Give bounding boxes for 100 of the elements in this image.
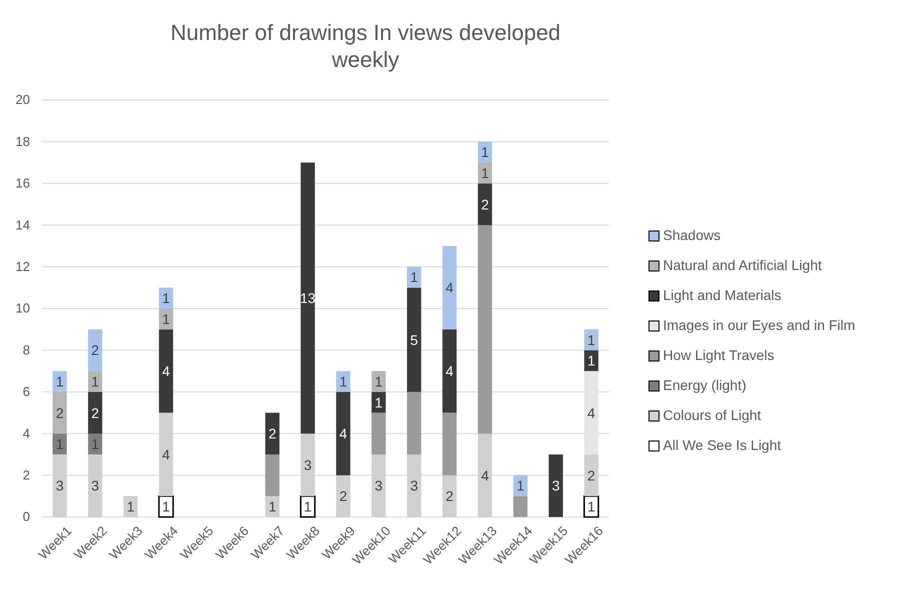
data-label: 4 xyxy=(587,404,596,421)
data-label: 1 xyxy=(481,144,490,160)
bar xyxy=(407,288,422,392)
y-tick-label: 6 xyxy=(22,384,30,400)
bar xyxy=(478,162,492,184)
data-label: 1 xyxy=(56,373,64,390)
bar xyxy=(442,412,457,476)
data-label: 2 xyxy=(91,404,100,421)
data-label: 3 xyxy=(56,478,64,494)
data-label: 2 xyxy=(268,426,276,442)
y-tick-label: 2 xyxy=(22,467,30,482)
bar xyxy=(300,495,316,518)
bar xyxy=(158,288,174,308)
bar xyxy=(372,371,386,392)
data-label: 1 xyxy=(587,332,596,348)
data-label: 2 xyxy=(91,342,100,358)
data-label: 1 xyxy=(587,352,596,369)
data-label: 4 xyxy=(162,363,170,380)
bar xyxy=(88,392,102,434)
bar xyxy=(584,350,598,372)
y-tick-label: 0 xyxy=(22,509,30,524)
y-tick-label: 18 xyxy=(16,134,30,149)
data-label: 3 xyxy=(410,478,418,494)
bar xyxy=(407,392,422,454)
data-label: 1 xyxy=(587,498,596,515)
legend-label: All We See Is Light xyxy=(663,437,782,453)
data-label: 4 xyxy=(339,426,348,442)
data-label: 3 xyxy=(374,478,383,494)
bar xyxy=(158,329,174,413)
bar xyxy=(88,434,102,454)
data-label: 1 xyxy=(162,498,170,515)
data-label: 4 xyxy=(446,280,454,296)
data-label: 4 xyxy=(446,363,454,380)
data-label: 13 xyxy=(300,290,316,306)
y-tick-label: 4 xyxy=(22,426,30,441)
bar xyxy=(52,371,67,392)
data-label: 3 xyxy=(304,456,312,473)
bar xyxy=(158,308,174,330)
bar xyxy=(478,142,492,163)
bar xyxy=(584,329,598,350)
legend-label: Colours of Light xyxy=(663,407,762,423)
bar xyxy=(583,495,600,518)
y-tick-label: 16 xyxy=(16,176,30,191)
bar xyxy=(478,225,492,434)
chart-title: Number of drawings In views developed weekly xyxy=(170,20,561,72)
bar xyxy=(442,329,457,413)
data-label: 1 xyxy=(56,436,64,452)
y-tick-label: 8 xyxy=(22,342,30,358)
legend-label: Energy (light) xyxy=(663,377,746,393)
bar xyxy=(513,496,528,517)
data-label: 3 xyxy=(91,478,100,494)
y-tick-label: 10 xyxy=(16,300,30,316)
bar xyxy=(265,496,280,517)
bar xyxy=(478,183,492,226)
y-tick-label: 20 xyxy=(16,92,30,108)
data-label: 5 xyxy=(410,332,418,348)
data-label: 2 xyxy=(587,467,596,484)
legend-label: Shadows xyxy=(663,227,721,243)
data-label: 1 xyxy=(374,373,383,390)
y-tick-label: 14 xyxy=(16,217,30,232)
data-label: 1 xyxy=(374,394,383,410)
bar xyxy=(88,329,102,372)
data-label: 1 xyxy=(91,373,100,390)
data-label: 2 xyxy=(339,488,348,504)
bar xyxy=(158,495,174,518)
bar xyxy=(548,454,563,517)
legend-label: Light and Materials xyxy=(663,287,782,303)
legend-label: How Light Travels xyxy=(663,347,774,363)
data-label: 4 xyxy=(162,446,170,462)
y-tick-label: 12 xyxy=(16,258,30,274)
bar xyxy=(88,371,102,392)
bar xyxy=(300,162,315,434)
data-label: 1 xyxy=(268,498,276,515)
bar xyxy=(124,496,138,517)
data-label: 4 xyxy=(481,467,490,484)
bar xyxy=(336,371,350,392)
bar xyxy=(265,454,280,496)
bar xyxy=(372,392,386,413)
data-label: 1 xyxy=(91,436,100,452)
data-label: 3 xyxy=(552,478,560,494)
legend-label: Images in our Eyes and in Film xyxy=(663,317,856,333)
data-label: 1 xyxy=(339,373,348,390)
bar xyxy=(372,412,386,454)
bar xyxy=(52,392,67,434)
bar xyxy=(584,371,598,454)
data-label: 2 xyxy=(481,196,490,212)
data-label: 1 xyxy=(304,498,312,515)
bar xyxy=(265,412,280,454)
bar xyxy=(336,392,350,476)
data-label: 2 xyxy=(446,488,454,504)
data-label: 1 xyxy=(516,478,525,494)
legend-label: Natural and Artificial Light xyxy=(663,257,822,273)
data-label: 1 xyxy=(410,269,418,286)
data-label: 2 xyxy=(56,404,64,421)
bar xyxy=(442,246,457,330)
data-label: 1 xyxy=(162,310,170,327)
data-label: 1 xyxy=(162,290,170,306)
data-label: 1 xyxy=(126,498,135,515)
bar xyxy=(52,434,67,454)
data-label: 1 xyxy=(481,164,490,181)
